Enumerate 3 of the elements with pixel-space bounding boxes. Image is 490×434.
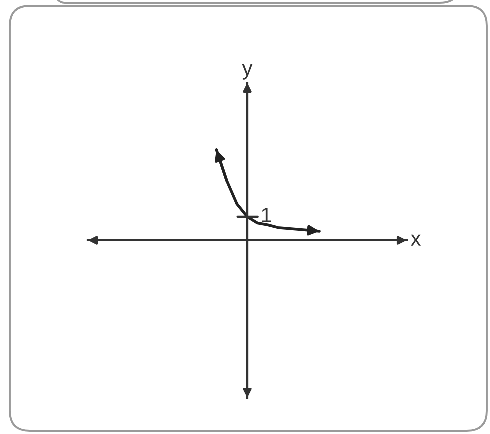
annotation: 1 [262, 208, 272, 222]
y-axis-title: y [242, 64, 253, 80]
x-axis-title: x [411, 234, 422, 246]
